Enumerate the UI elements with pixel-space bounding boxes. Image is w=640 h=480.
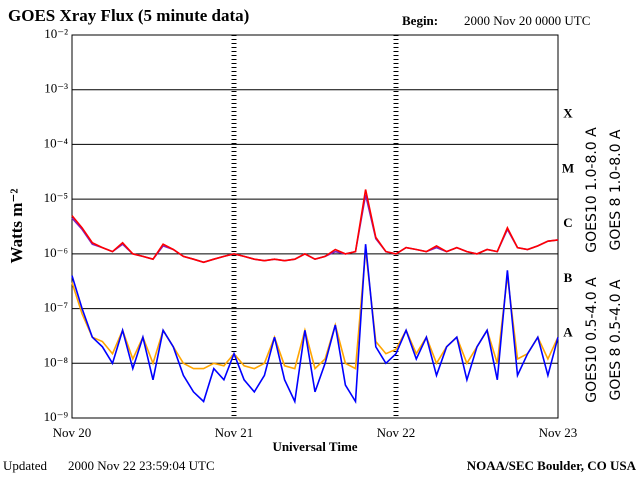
legend-entry: GOES 8 1.0-8.0 A xyxy=(608,129,624,250)
flare-class-label: A xyxy=(563,325,573,340)
y-tick-label: 10⁻³ xyxy=(44,81,68,96)
begin-date: 2000 Nov 20 0000 UTC xyxy=(464,13,590,28)
series-line xyxy=(71,244,559,405)
x-tick-label: Nov 20 xyxy=(53,425,92,440)
y-axis-label: Watts m⁻² xyxy=(7,189,26,264)
flare-class-label: B xyxy=(564,270,573,285)
flare-class-label: C xyxy=(563,215,572,230)
flare-class-label: M xyxy=(562,160,574,175)
x-tick-label: Nov 23 xyxy=(539,425,578,440)
y-tick-label: 10⁻⁵ xyxy=(44,190,68,205)
y-tick-label: 10⁻⁷ xyxy=(44,300,68,315)
updated-label: Updated xyxy=(3,458,48,473)
legend-entry: GOES10 0.5-4.0 A xyxy=(584,277,600,403)
chart-title: GOES Xray Flux (5 minute data) xyxy=(8,6,249,25)
begin-label: Begin: xyxy=(402,13,438,28)
legend-entry: GOES10 1.0-8.0 A xyxy=(584,127,600,253)
credit: NOAA/SEC Boulder, CO USA xyxy=(467,458,637,473)
x-axis-label: Universal Time xyxy=(272,439,357,454)
y-tick-label: 10⁻⁴ xyxy=(44,135,69,150)
y-tick-label: 10⁻⁸ xyxy=(44,354,69,369)
plot-frame xyxy=(71,34,559,419)
series-line xyxy=(71,194,559,264)
legend-entry: GOES 8 0.5-4.0 A xyxy=(608,279,624,400)
y-tick-label: 10⁻² xyxy=(44,26,68,41)
y-tick-label: 10⁻⁶ xyxy=(44,245,68,260)
flare-class-label: X xyxy=(563,106,573,121)
updated-date: 2000 Nov 22 23:59:04 UTC xyxy=(68,458,215,473)
y-tick-label: 10⁻⁹ xyxy=(44,409,69,424)
series-line xyxy=(71,189,559,264)
x-tick-label: Nov 21 xyxy=(215,425,254,440)
x-tick-label: Nov 22 xyxy=(377,425,416,440)
